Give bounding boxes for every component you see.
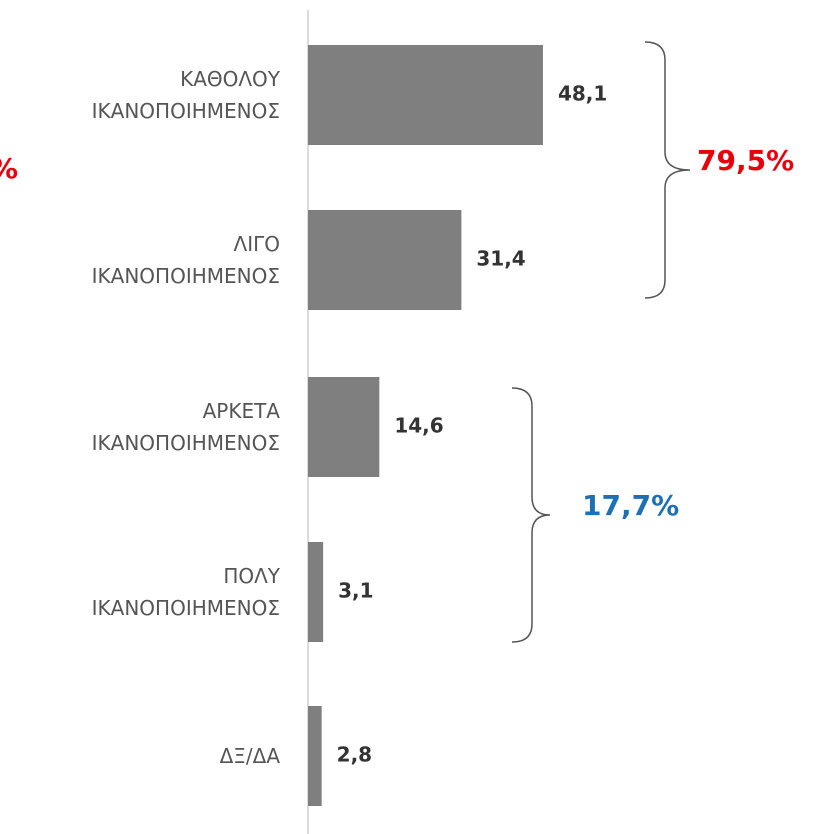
category-label: ΠΟΛΥ ΙΚΑΝΟΠΟΙΗΜΕΝΟΣ	[91, 564, 280, 620]
value-label: 48,1	[558, 82, 607, 106]
bracket	[644, 41, 691, 299]
bar	[308, 377, 380, 477]
category-label: ΑΡΚΕΤΑ ΙΚΑΝΟΠΟΙΗΜΕΝΟΣ	[91, 399, 280, 455]
value-label: 31,4	[476, 247, 525, 271]
annotation: 17,7%	[582, 489, 679, 522]
bar	[308, 45, 543, 145]
bar	[308, 210, 462, 310]
value-label: 2,8	[337, 743, 372, 767]
category-label: ΛΙΓΟ ΙΚΑΝΟΠΟΙΗΜΕΝΟΣ	[91, 232, 280, 288]
annotation: %	[0, 152, 18, 185]
category-label: ΚΑΘΟΛΟΥ ΙΚΑΝΟΠΟΙΗΜΕΝΟΣ	[91, 67, 280, 123]
bar	[308, 706, 322, 806]
category-label: ΔΞ/ΔΑ	[219, 744, 280, 768]
bracket	[511, 387, 551, 643]
annotation: 79,5%	[697, 144, 794, 177]
value-label: 14,6	[394, 414, 443, 438]
value-label: 3,1	[338, 579, 373, 603]
bar	[308, 542, 324, 642]
